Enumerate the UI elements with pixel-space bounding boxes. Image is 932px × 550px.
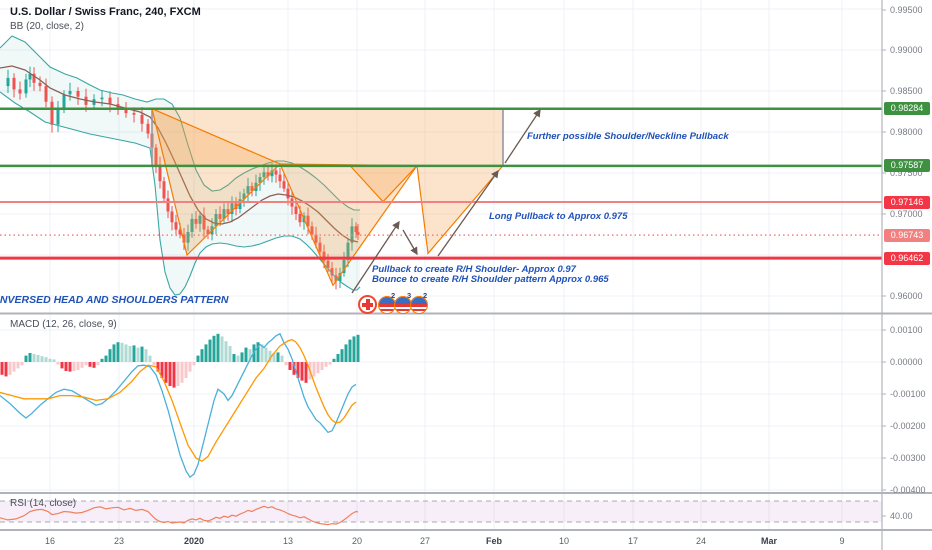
- macd-line: [0, 332, 357, 479]
- pattern-triangle: [151, 107, 282, 257]
- bb-basis-line: [0, 65, 359, 243]
- price-level-badge: 0.97146: [884, 196, 930, 209]
- annotation-long-pullback: Long Pullback to Approx 0.975: [489, 211, 628, 222]
- price-level-badge: 0.98284: [884, 102, 930, 115]
- flag-canton: [395, 297, 411, 305]
- price-tick-label: 0.99000: [890, 45, 923, 55]
- macd-tick-label: -0.00400: [890, 485, 926, 495]
- rsi-tick-label: 40.00: [890, 511, 913, 521]
- macd-tick-label: -0.00100: [890, 389, 926, 399]
- time-axis-label: Mar: [760, 536, 777, 546]
- flag-canton: [411, 297, 427, 305]
- price-tick-label: 0.98500: [890, 86, 923, 96]
- price-levels[interactable]: [0, 107, 882, 260]
- flag-stripe: [411, 304, 427, 308]
- price-level-badge: 0.96462: [884, 252, 930, 265]
- gridlines: [0, 0, 882, 531]
- macd-signal-line: [0, 338, 357, 462]
- macd-indicator-label[interactable]: MACD (12, 26, close, 9): [10, 319, 117, 330]
- bb-lower-line: [0, 91, 361, 296]
- bb-upper-line: [0, 35, 360, 211]
- time-axis-label: 27: [419, 536, 430, 546]
- flag-count-badge: 3: [407, 291, 412, 300]
- time-axis-label: 9: [839, 536, 845, 546]
- symbol-title[interactable]: U.S. Dollar / Swiss Franc, 240, FXCM: [10, 6, 201, 18]
- flag-canton: [379, 297, 395, 305]
- candles: [6, 66, 360, 290]
- price-level-badge: 0.97587: [884, 159, 930, 172]
- time-axis-label: 2020: [183, 536, 205, 546]
- annotation-bounce-shoulder: Bounce to create R/H Shoulder pattern Ap…: [372, 274, 609, 285]
- flag-stripe: [395, 308, 411, 311]
- macd-tick-label: -0.00300: [890, 453, 926, 463]
- macd-tick-label: -0.00200: [890, 421, 926, 431]
- flag-stripe: [379, 304, 395, 308]
- bb-indicator-label[interactable]: BB (20, close, 2): [10, 21, 84, 32]
- time-axis-label: 20: [351, 536, 362, 546]
- macd-tick-label: 0.00000: [890, 357, 923, 367]
- annotation-pattern-title: INVERSED HEAD AND SHOULDERS PATTERN: [0, 294, 229, 306]
- price-tick-label: 0.99500: [890, 5, 923, 15]
- rsi-line: [0, 505, 359, 526]
- flag-stripe: [379, 308, 395, 311]
- macd-histogram: [0, 333, 360, 388]
- macd-tick-label: 0.00100: [890, 325, 923, 335]
- time-axis-label: 13: [282, 536, 293, 546]
- annotation-further-pullback: Further possible Shoulder/Neckline Pullb…: [527, 131, 729, 142]
- annotation-pullback-shoulder: Pullback to create R/H Shoulder- Approx …: [372, 264, 576, 275]
- price-tick-label: 0.97500: [890, 168, 923, 178]
- rsi-band: [0, 501, 882, 522]
- us-flag-marker-icon[interactable]: [410, 296, 428, 314]
- price-tick-label: 0.97000: [890, 209, 923, 219]
- time-axis-label: 23: [113, 536, 124, 546]
- pattern-triangle: [416, 165, 505, 255]
- price-level-badge: 0.96743: [884, 229, 930, 242]
- flag-count-badge: 2: [423, 291, 428, 300]
- swiss-cross-marker-icon[interactable]: [358, 295, 377, 314]
- time-axis-label: 24: [695, 536, 706, 546]
- time-axis-label: Feb: [485, 536, 502, 546]
- rsi-indicator-label[interactable]: RSI (14, close): [10, 498, 77, 509]
- time-axis-label: 16: [44, 536, 55, 546]
- flag-stripe: [411, 308, 427, 311]
- flag-stripe: [395, 304, 411, 308]
- time-axis-label: 17: [627, 536, 638, 546]
- flag-count-badge: 2: [391, 291, 396, 300]
- annotation-arrows[interactable]: [351, 108, 541, 294]
- price-tick-label: 0.98000: [890, 127, 923, 137]
- time-axis-label: 10: [558, 536, 569, 546]
- pattern-overlay[interactable]: [151, 107, 505, 287]
- price-tick-label: 0.96000: [890, 291, 923, 301]
